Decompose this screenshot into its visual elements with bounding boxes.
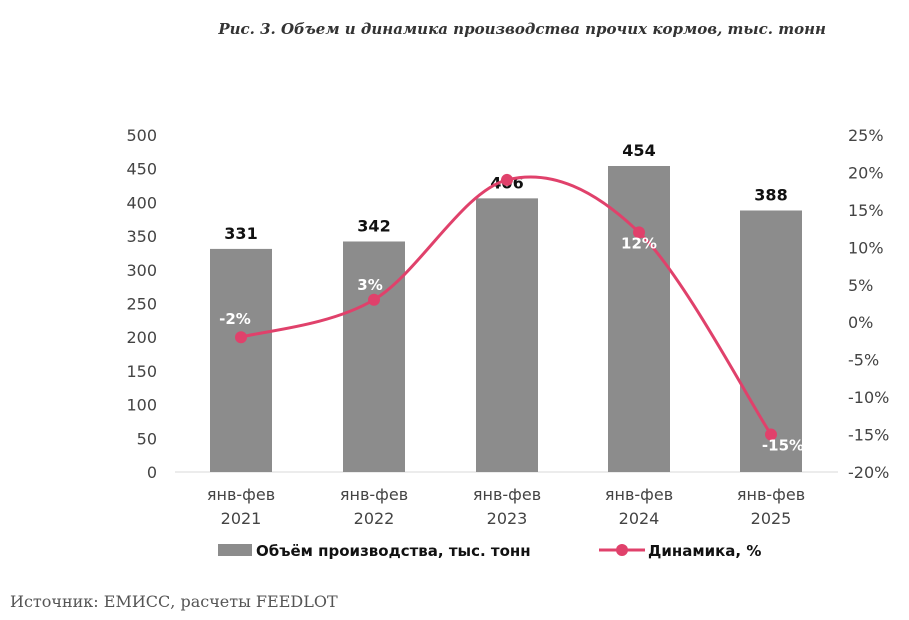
legend-bar-swatch bbox=[218, 544, 252, 556]
right-tick-label: 10% bbox=[848, 238, 884, 257]
left-tick-label: 400 bbox=[126, 193, 157, 212]
left-tick-label: 150 bbox=[126, 362, 157, 381]
left-tick-label: 500 bbox=[126, 126, 157, 145]
category-label: 2022 bbox=[354, 509, 395, 528]
legend-line-label: Динамика, % bbox=[648, 542, 761, 560]
line-point bbox=[368, 293, 380, 306]
right-tick-label: 5% bbox=[848, 276, 873, 295]
source-note: Источник: ЕМИСС, расчеты FEEDLOT bbox=[10, 592, 338, 611]
bar bbox=[476, 198, 538, 472]
line-point bbox=[235, 331, 247, 344]
right-tick-label: -20% bbox=[848, 463, 889, 482]
category-label: янв-фев bbox=[207, 485, 275, 504]
category-label: янв-фев bbox=[340, 485, 408, 504]
line-value-label: -2% bbox=[219, 310, 251, 328]
line-point bbox=[501, 173, 513, 186]
right-tick-label: -5% bbox=[848, 351, 879, 370]
chart-title: Рис. 3. Объем и динамика производства пр… bbox=[218, 20, 826, 38]
category-label: 2023 bbox=[487, 509, 528, 528]
bar-value-label: 342 bbox=[357, 216, 390, 235]
left-tick-label: 300 bbox=[126, 261, 157, 280]
bar bbox=[740, 210, 802, 472]
category-label: янв-фев bbox=[737, 485, 805, 504]
left-tick-label: 200 bbox=[126, 328, 157, 347]
right-tick-label: 20% bbox=[848, 163, 884, 182]
bar-value-label: 331 bbox=[224, 224, 257, 243]
left-tick-label: 450 bbox=[126, 160, 157, 179]
category-label: янв-фев bbox=[473, 485, 541, 504]
left-tick-label: 0 bbox=[147, 463, 157, 482]
right-tick-label: 0% bbox=[848, 313, 873, 332]
category-label: 2025 bbox=[751, 509, 792, 528]
line-value-label: 19% bbox=[475, 148, 511, 166]
left-tick-label: 250 bbox=[126, 295, 157, 314]
legend-line-marker bbox=[616, 544, 628, 556]
right-tick-label: 15% bbox=[848, 201, 884, 220]
line-value-label: -15% bbox=[762, 437, 804, 455]
line-value-label: 3% bbox=[357, 276, 382, 294]
line-point bbox=[765, 428, 777, 441]
line-point bbox=[633, 226, 645, 239]
bar-value-label: 454 bbox=[622, 141, 655, 160]
left-tick-label: 50 bbox=[137, 429, 157, 448]
legend-bar-label: Объём производства, тыс. тонн bbox=[256, 542, 531, 560]
category-label: 2021 bbox=[221, 509, 262, 528]
bar bbox=[210, 248, 272, 472]
right-tick-label: -10% bbox=[848, 388, 889, 407]
left-tick-label: 350 bbox=[126, 227, 157, 246]
bar bbox=[343, 241, 405, 472]
bar bbox=[608, 166, 670, 472]
line-value-label: 12% bbox=[621, 234, 657, 252]
right-tick-label: -15% bbox=[848, 426, 889, 445]
left-tick-label: 100 bbox=[126, 396, 157, 415]
category-label: 2024 bbox=[619, 509, 660, 528]
bar-value-label: 388 bbox=[754, 185, 787, 204]
category-label: янв-фев bbox=[605, 485, 673, 504]
right-tick-label: 25% bbox=[848, 126, 884, 145]
